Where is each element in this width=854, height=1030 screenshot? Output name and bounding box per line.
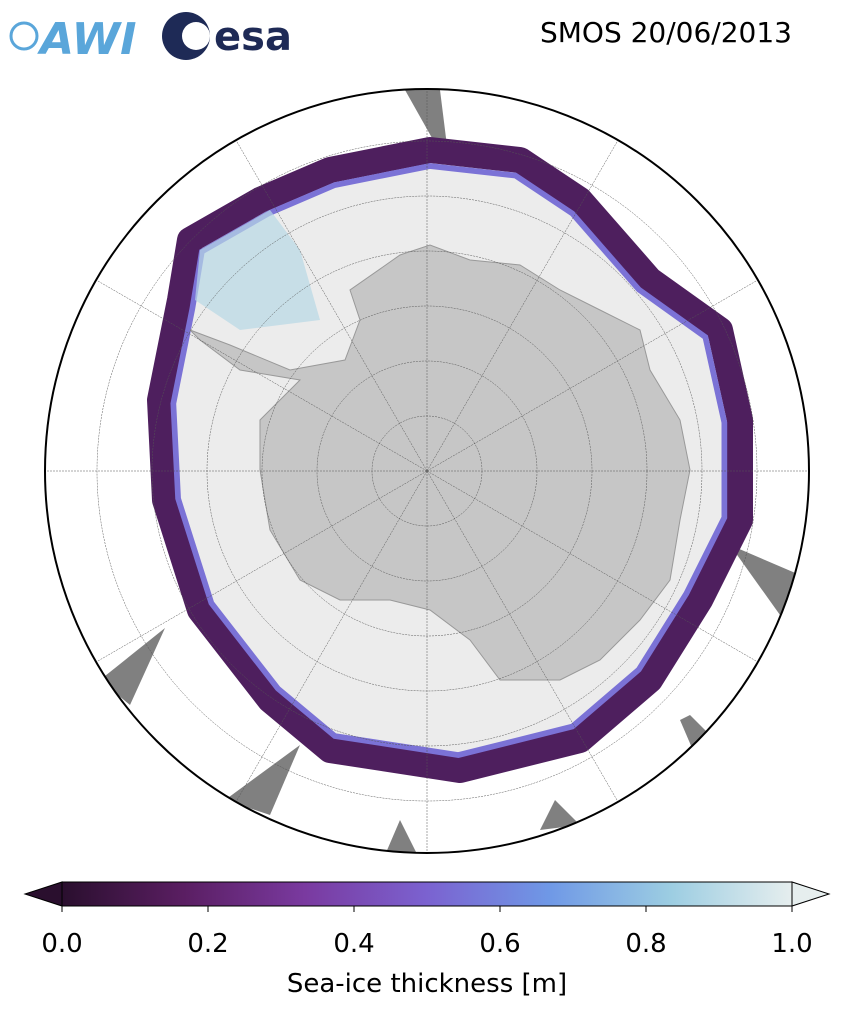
esa-logo: esa (162, 12, 292, 60)
meridian (426, 124, 628, 472)
map (45, 89, 809, 853)
colorbar: 0.0 0.2 0.4 0.6 0.8 1.0 Sea-ice thickness [m] (23, 881, 831, 999)
meridian (426, 470, 628, 818)
meridian (426, 270, 774, 472)
colorbar-tick-label: 0.8 (625, 929, 666, 959)
sea-ice-edge (170, 163, 728, 758)
colorbar-extend-low (23, 881, 63, 907)
colorbar-ramp (61, 881, 793, 907)
colorbar-extend-high (791, 881, 831, 907)
awi-logo-text: AWI (37, 14, 137, 65)
map-frame (44, 88, 810, 854)
meridian (80, 270, 428, 472)
meridian (226, 470, 428, 818)
antarctica (189, 244, 691, 681)
colorbar-tick-label: 1.0 (771, 929, 812, 959)
awi-logo: AWI (9, 14, 137, 65)
colorbar-tick-label: 0.4 (333, 929, 374, 959)
colorbar-tick-label: 0.0 (41, 929, 82, 959)
graticule (45, 89, 809, 853)
meridian (80, 470, 428, 672)
colorbar-tick-label: 0.2 (187, 929, 228, 959)
colorbar-label: Sea-ice thickness [m] (287, 969, 567, 999)
meridian (426, 470, 774, 672)
esa-logo-text: esa (214, 14, 292, 60)
map-title: SMOS 20/06/2013 (540, 16, 792, 49)
meridian (226, 124, 428, 472)
colorbar-tick-label: 0.6 (479, 929, 520, 959)
